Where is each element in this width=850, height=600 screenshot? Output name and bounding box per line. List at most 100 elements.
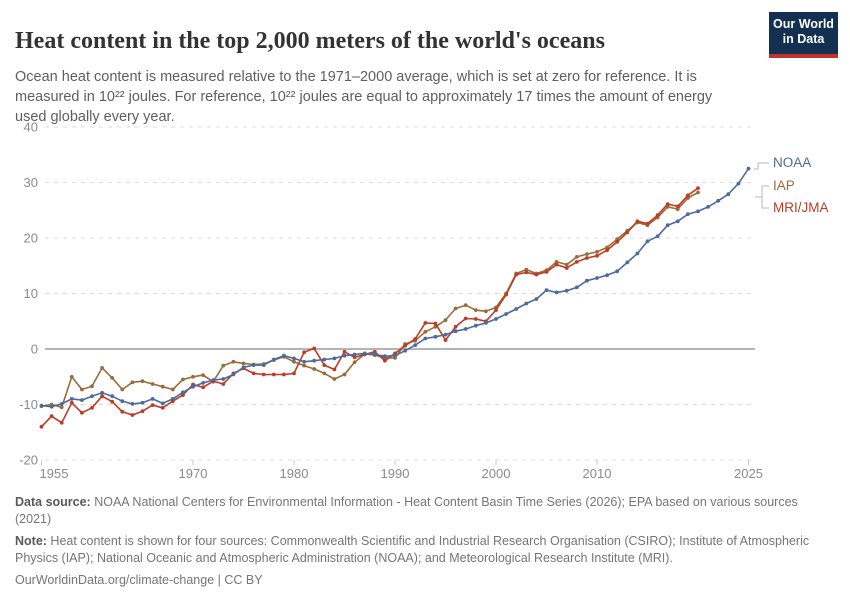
legend-connector-noaa <box>754 162 769 170</box>
noaa-point <box>69 397 74 401</box>
iap-point <box>524 267 529 272</box>
noaa-point <box>574 285 579 290</box>
mri-jma-point <box>80 410 84 415</box>
iap-point <box>160 384 165 389</box>
iap-point <box>585 252 589 256</box>
noaa-point <box>726 192 731 197</box>
iap-point <box>100 366 104 370</box>
mri-jma-line <box>40 187 699 428</box>
noaa-point <box>312 358 317 363</box>
noaa-point <box>494 317 498 321</box>
y-axis-label: 0 <box>31 342 38 357</box>
noaa-point <box>59 402 64 406</box>
noaa-point <box>322 357 327 362</box>
iap-point <box>312 367 317 371</box>
mri-jma-point <box>201 385 206 390</box>
iap-point <box>595 250 599 254</box>
noaa-point <box>362 351 367 356</box>
noaa-point <box>423 336 428 341</box>
iap-point <box>231 359 236 364</box>
mri-jma-point <box>130 413 135 417</box>
noaa-point <box>352 352 357 357</box>
mri-jma-point <box>292 371 296 376</box>
mri-jma-point <box>534 272 539 277</box>
iap-point <box>221 363 226 368</box>
noaa-point <box>716 198 721 203</box>
noaa-point <box>271 357 276 362</box>
mri-jma-point <box>150 403 155 407</box>
iap-point <box>322 371 327 376</box>
noaa-point <box>292 356 296 361</box>
noaa-point <box>463 327 468 331</box>
mri-jma-point <box>302 350 306 355</box>
x-axis-label: 1990 <box>381 466 410 481</box>
noaa-point <box>140 400 145 405</box>
mri-jma-point <box>100 394 104 399</box>
mri-jma-point <box>59 420 64 425</box>
noaa-point <box>80 398 84 402</box>
mri-jma-point <box>443 338 448 342</box>
x-axis-label: 1980 <box>280 466 309 481</box>
y-axis-label: 40 <box>24 120 38 135</box>
mri-jma-point <box>574 260 579 264</box>
noaa-point <box>635 251 640 256</box>
mri-jma-point <box>544 270 549 274</box>
noaa-point <box>736 181 741 186</box>
mri-jma-point <box>312 346 317 351</box>
x-axis-label: 2010 <box>583 466 612 481</box>
mri-jma-point <box>665 202 670 207</box>
mri-jma-point <box>696 186 700 191</box>
owid-link[interactable]: OurWorldinData.org/climate-change | CC B… <box>15 573 263 587</box>
x-axis-label: 1970 <box>179 466 208 481</box>
mri-jma-point <box>645 221 650 226</box>
iap-point <box>201 373 206 377</box>
mri-jma-point <box>625 230 630 235</box>
noaa-point <box>130 402 135 406</box>
iap-point <box>342 372 347 377</box>
noaa-point <box>473 323 478 328</box>
legend-label-iap[interactable]: IAP <box>773 178 795 193</box>
mri-jma-point <box>221 382 226 386</box>
page-title: Heat content in the top 2,000 meters of … <box>15 28 605 55</box>
data-source-line: Data source: NOAA National Centers for E… <box>15 494 837 527</box>
legend-label-noaa[interactable]: NOAA <box>773 155 811 170</box>
mri-jma-point <box>140 409 145 414</box>
mri-jma-point <box>514 272 519 277</box>
noaa-point <box>49 404 54 409</box>
mri-jma-point <box>453 324 458 329</box>
mri-jma-point <box>352 355 357 360</box>
mri-jma-point <box>585 256 589 260</box>
iap-point <box>292 359 296 364</box>
iap-point <box>241 361 246 366</box>
note-line: Note: Heat content is shown for four sou… <box>15 533 837 566</box>
mri-jma-point <box>473 317 478 321</box>
iap-point <box>605 245 609 250</box>
mri-jma-point <box>342 349 347 354</box>
noaa-point <box>393 353 397 358</box>
noaa-point <box>241 365 246 370</box>
noaa-point <box>504 312 508 316</box>
mri-jma-point <box>39 424 44 429</box>
iap-point <box>69 374 74 379</box>
iap-point <box>696 190 700 195</box>
mri-jma-point <box>120 409 125 414</box>
iap-point <box>443 318 448 322</box>
x-axis-label: 2025 <box>734 466 763 481</box>
iap-point <box>332 377 337 381</box>
mri-jma-point <box>635 219 640 224</box>
noaa-point <box>433 334 438 339</box>
noaa-point <box>181 390 185 395</box>
legend-label-mri-jma[interactable]: MRI/JMA <box>773 200 829 215</box>
noaa-point <box>413 343 418 347</box>
iap-point <box>59 405 64 410</box>
mri-jma-point <box>423 321 428 325</box>
mri-jma-point <box>554 262 559 267</box>
mri-jma-point <box>271 372 276 377</box>
owid-logo[interactable]: Our World in Data <box>769 12 838 58</box>
noaa-point <box>484 321 488 325</box>
iap-point <box>150 382 155 386</box>
mri-jma-point <box>110 399 115 404</box>
y-axis-label: -10 <box>19 397 38 412</box>
noaa-point <box>372 352 377 357</box>
noaa-point <box>564 288 569 293</box>
